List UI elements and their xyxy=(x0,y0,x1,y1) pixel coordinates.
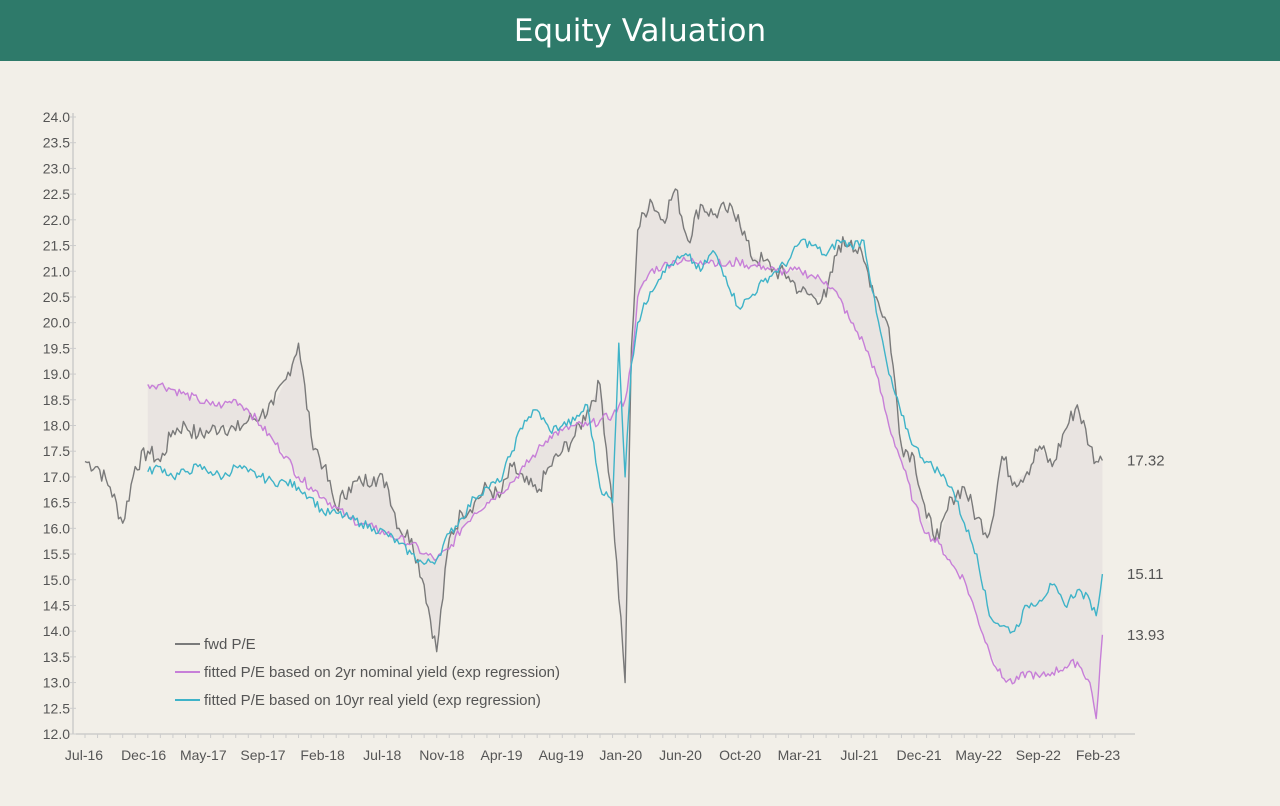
spread-area xyxy=(147,189,1103,719)
y-axis-ticks: 24.0 23.5 23.0 22.5 22.0 21.5 21.0 20.5 20.0 19.5… xyxy=(43,109,76,742)
y-tick-label: 24.0 xyxy=(43,109,70,125)
legend-label: fitted P/E based on 2yr nominal yield (e… xyxy=(204,664,560,681)
y-tick-label: 13.0 xyxy=(43,675,70,691)
y-tick-label: 17.0 xyxy=(43,469,70,485)
y-tick-label: 14.0 xyxy=(43,623,70,639)
x-tick-label: Feb-18 xyxy=(300,747,345,763)
x-tick-label: Aug-19 xyxy=(539,747,584,763)
y-tick-label: 23.0 xyxy=(43,160,70,176)
x-tick-label: Sep-22 xyxy=(1016,747,1061,763)
x-tick-label: Nov-18 xyxy=(419,747,464,763)
x-axis-ticks: Jul-16 Dec-16 May-17 Sep-17 Feb-18 Jul-18 Nov-… xyxy=(65,734,1120,763)
x-tick-label: May-22 xyxy=(955,747,1002,763)
series-lines xyxy=(84,188,1104,720)
y-tick-label: 22.0 xyxy=(43,212,70,228)
y-tick-label: 18.5 xyxy=(43,392,70,408)
y-tick-label: 19.5 xyxy=(43,340,70,356)
y-tick-label: 18.0 xyxy=(43,418,70,434)
y-tick-label: 12.0 xyxy=(43,726,70,742)
y-tick-label: 19.0 xyxy=(43,366,70,382)
end-value-label: 13.93 xyxy=(1127,627,1165,644)
y-tick-label: 20.5 xyxy=(43,289,70,305)
x-tick-label: Apr-19 xyxy=(481,747,523,763)
y-tick-label: 13.5 xyxy=(43,649,70,665)
legend-label: fwd P/E xyxy=(204,636,256,653)
legend-label: fitted P/E based on 10yr real yield (exp… xyxy=(204,692,541,709)
y-tick-label: 16.0 xyxy=(43,520,70,536)
y-tick-label: 21.0 xyxy=(43,263,70,279)
x-tick-label: Dec-16 xyxy=(121,747,166,763)
x-tick-label: Jan-20 xyxy=(599,747,642,763)
x-tick-label: Mar-21 xyxy=(778,747,823,763)
spread-shading xyxy=(147,189,1103,719)
y-tick-label: 23.5 xyxy=(43,135,70,151)
y-tick-label: 17.5 xyxy=(43,443,70,459)
series-line-1 xyxy=(147,256,1104,720)
x-tick-label: Feb-23 xyxy=(1076,747,1121,763)
series-line-2 xyxy=(147,238,1104,634)
page-title: Equity Valuation xyxy=(513,12,767,49)
y-tick-label: 14.5 xyxy=(43,597,70,613)
x-tick-label: Oct-20 xyxy=(719,747,761,763)
x-tick-label: Jul-18 xyxy=(363,747,401,763)
chart-axes xyxy=(72,113,1135,735)
end-value-label: 15.11 xyxy=(1127,566,1163,583)
y-tick-label: 21.5 xyxy=(43,238,70,254)
x-tick-label: Sep-17 xyxy=(240,747,285,763)
x-tick-label: Jun-20 xyxy=(659,747,702,763)
x-tick-label: Dec-21 xyxy=(896,747,941,763)
header-bar: Equity Valuation xyxy=(0,0,1280,61)
line-chart: 24.0 23.5 23.0 22.5 22.0 21.5 21.0 20.5 20.0 19.5… xyxy=(43,109,1165,763)
end-labels: 17.32 13.93 15.11 xyxy=(1127,452,1165,643)
series-line-0 xyxy=(84,188,1104,684)
y-tick-label: 15.5 xyxy=(43,546,70,562)
y-tick-label: 16.5 xyxy=(43,495,70,511)
x-tick-label: Jul-21 xyxy=(840,747,878,763)
y-tick-label: 15.0 xyxy=(43,572,70,588)
x-tick-label: Jul-16 xyxy=(65,747,103,763)
y-tick-label: 12.5 xyxy=(43,700,70,716)
chart-area: 24.0 23.5 23.0 22.5 22.0 21.5 21.0 20.5 20.0 19.5… xyxy=(0,61,1280,806)
end-value-label: 17.32 xyxy=(1127,452,1165,469)
x-tick-label: May-17 xyxy=(180,747,227,763)
chart-legend: fwd P/E fitted P/E based on 2yr nominal y… xyxy=(175,636,560,709)
y-tick-label: 22.5 xyxy=(43,186,70,202)
y-tick-label: 20.0 xyxy=(43,315,70,331)
